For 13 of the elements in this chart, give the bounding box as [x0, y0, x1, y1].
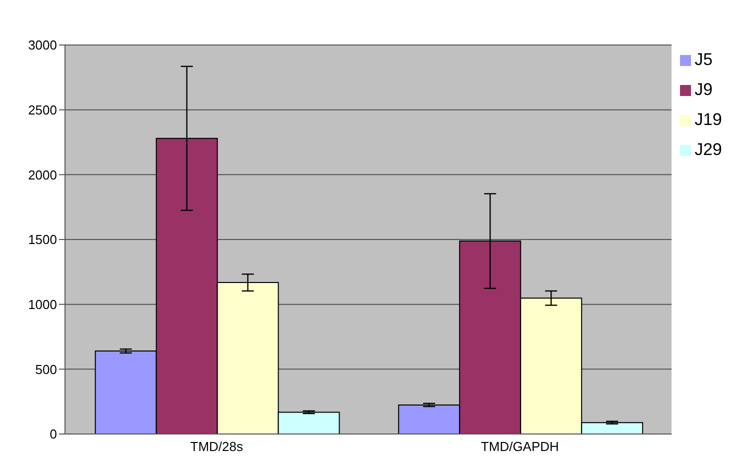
- x-tick-label: TMD/28s: [190, 439, 244, 454]
- x-tick-label: TMD/GAPDH: [480, 439, 559, 454]
- y-tick-label: 2000: [28, 167, 57, 182]
- y-tick-label: 1500: [28, 232, 57, 248]
- legend-label: J19: [694, 110, 722, 129]
- y-tick-label: 500: [35, 362, 57, 377]
- y-tick-label: 1000: [28, 296, 57, 312]
- y-tick-label: 2500: [28, 102, 57, 118]
- y-tick-label: 3000: [28, 38, 57, 53]
- y-tick-label: 0: [50, 426, 57, 442]
- legend-label: J5: [694, 50, 713, 69]
- legend-label: J9: [694, 80, 713, 99]
- legend-label: J29: [694, 140, 722, 159]
